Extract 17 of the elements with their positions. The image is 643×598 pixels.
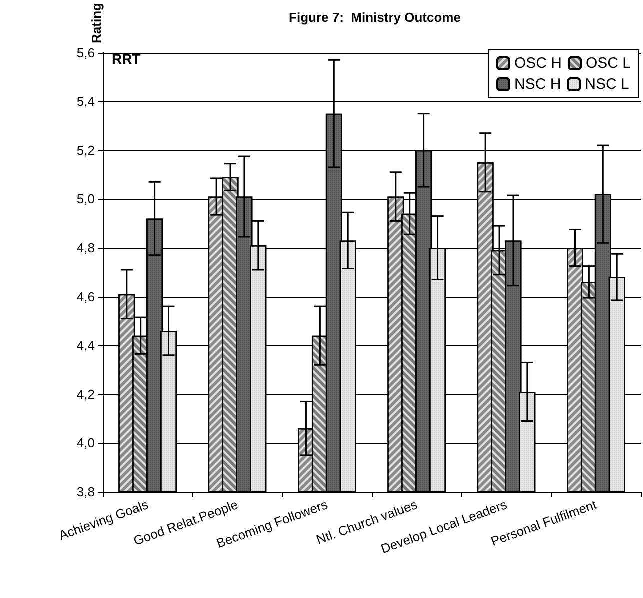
y-tick-label: 4,8 <box>76 240 95 256</box>
legend-label: OSC L <box>586 55 631 72</box>
legend-label: NSC L <box>585 76 630 93</box>
y-tick-label: 4,2 <box>76 386 95 402</box>
y-tick-label: 4,6 <box>76 289 95 304</box>
annotation: RRT <box>112 51 142 67</box>
legend-label: NSC H <box>514 76 562 93</box>
y-tick-label: 4,4 <box>76 338 95 354</box>
y-tick-label: 5,0 <box>76 192 95 207</box>
chart-title: Figure 7: Ministry Outcome <box>289 10 461 25</box>
y-tick-label: 4,0 <box>76 436 95 451</box>
y-tick-label: 3,8 <box>76 484 95 500</box>
y-axis-title: Rating <box>89 2 104 44</box>
legend-label: OSC H <box>514 55 562 72</box>
y-tick-label: 5,6 <box>76 45 95 60</box>
y-tick-label: 5,4 <box>76 94 95 110</box>
y-tick-label: 5,2 <box>76 142 95 158</box>
